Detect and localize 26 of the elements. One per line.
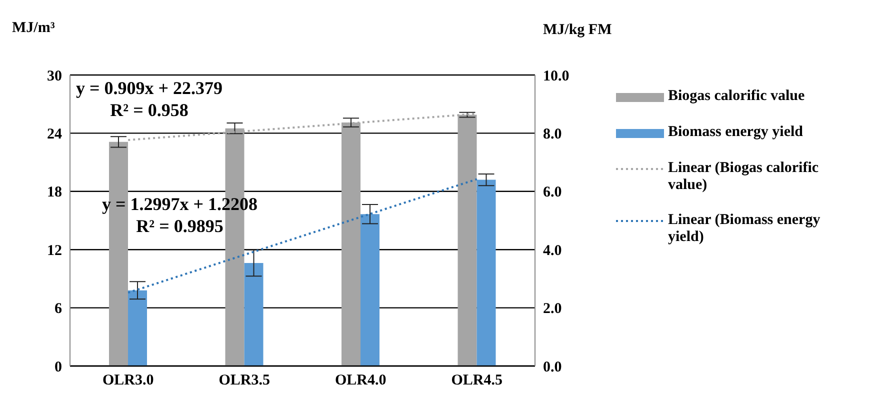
y-tick-label: 6: [54, 301, 62, 318]
legend-label: Linear (Biomass energy yield): [668, 212, 822, 246]
y-tick-label: 30: [47, 68, 62, 84]
line-series: [127, 178, 478, 294]
y-tick-label: 18: [47, 184, 62, 201]
x-tick-label: OLR4.0: [334, 372, 386, 389]
y2-axis-title: MJ/kg FM: [543, 22, 612, 39]
y2-tick-label: 8.0: [543, 126, 562, 143]
x-tick-label: OLR3.5: [218, 372, 270, 389]
legend-label: Biogas calorific value: [668, 88, 806, 105]
annotation: y = 1.2997x + 1.2208 R² = 0.9895: [102, 193, 258, 237]
y-tick-label: 24: [47, 126, 62, 143]
y-axis-title: MJ/m³: [12, 20, 55, 37]
x-tick-label: OLR4.5: [451, 372, 503, 389]
y2-tick-label: 2.0: [543, 301, 562, 318]
y2-tick-label: 4.0: [543, 242, 562, 259]
annotation: y = 0.909x + 22.379 R² = 0.958: [76, 77, 223, 121]
legend-label: Biomass energy yield: [668, 124, 804, 141]
y2-tick-label: 0.0: [543, 359, 562, 376]
y-tick-label: 12: [47, 242, 62, 259]
y2-tick-label: 10.0: [543, 68, 570, 84]
bar: [109, 142, 128, 366]
y2-tick-label: 6.0: [543, 184, 562, 201]
legend-label: Linear (Biogas calorific value): [668, 160, 820, 194]
x-tick-label: OLR3.0: [102, 372, 154, 389]
y-tick-label: 0: [54, 359, 62, 376]
